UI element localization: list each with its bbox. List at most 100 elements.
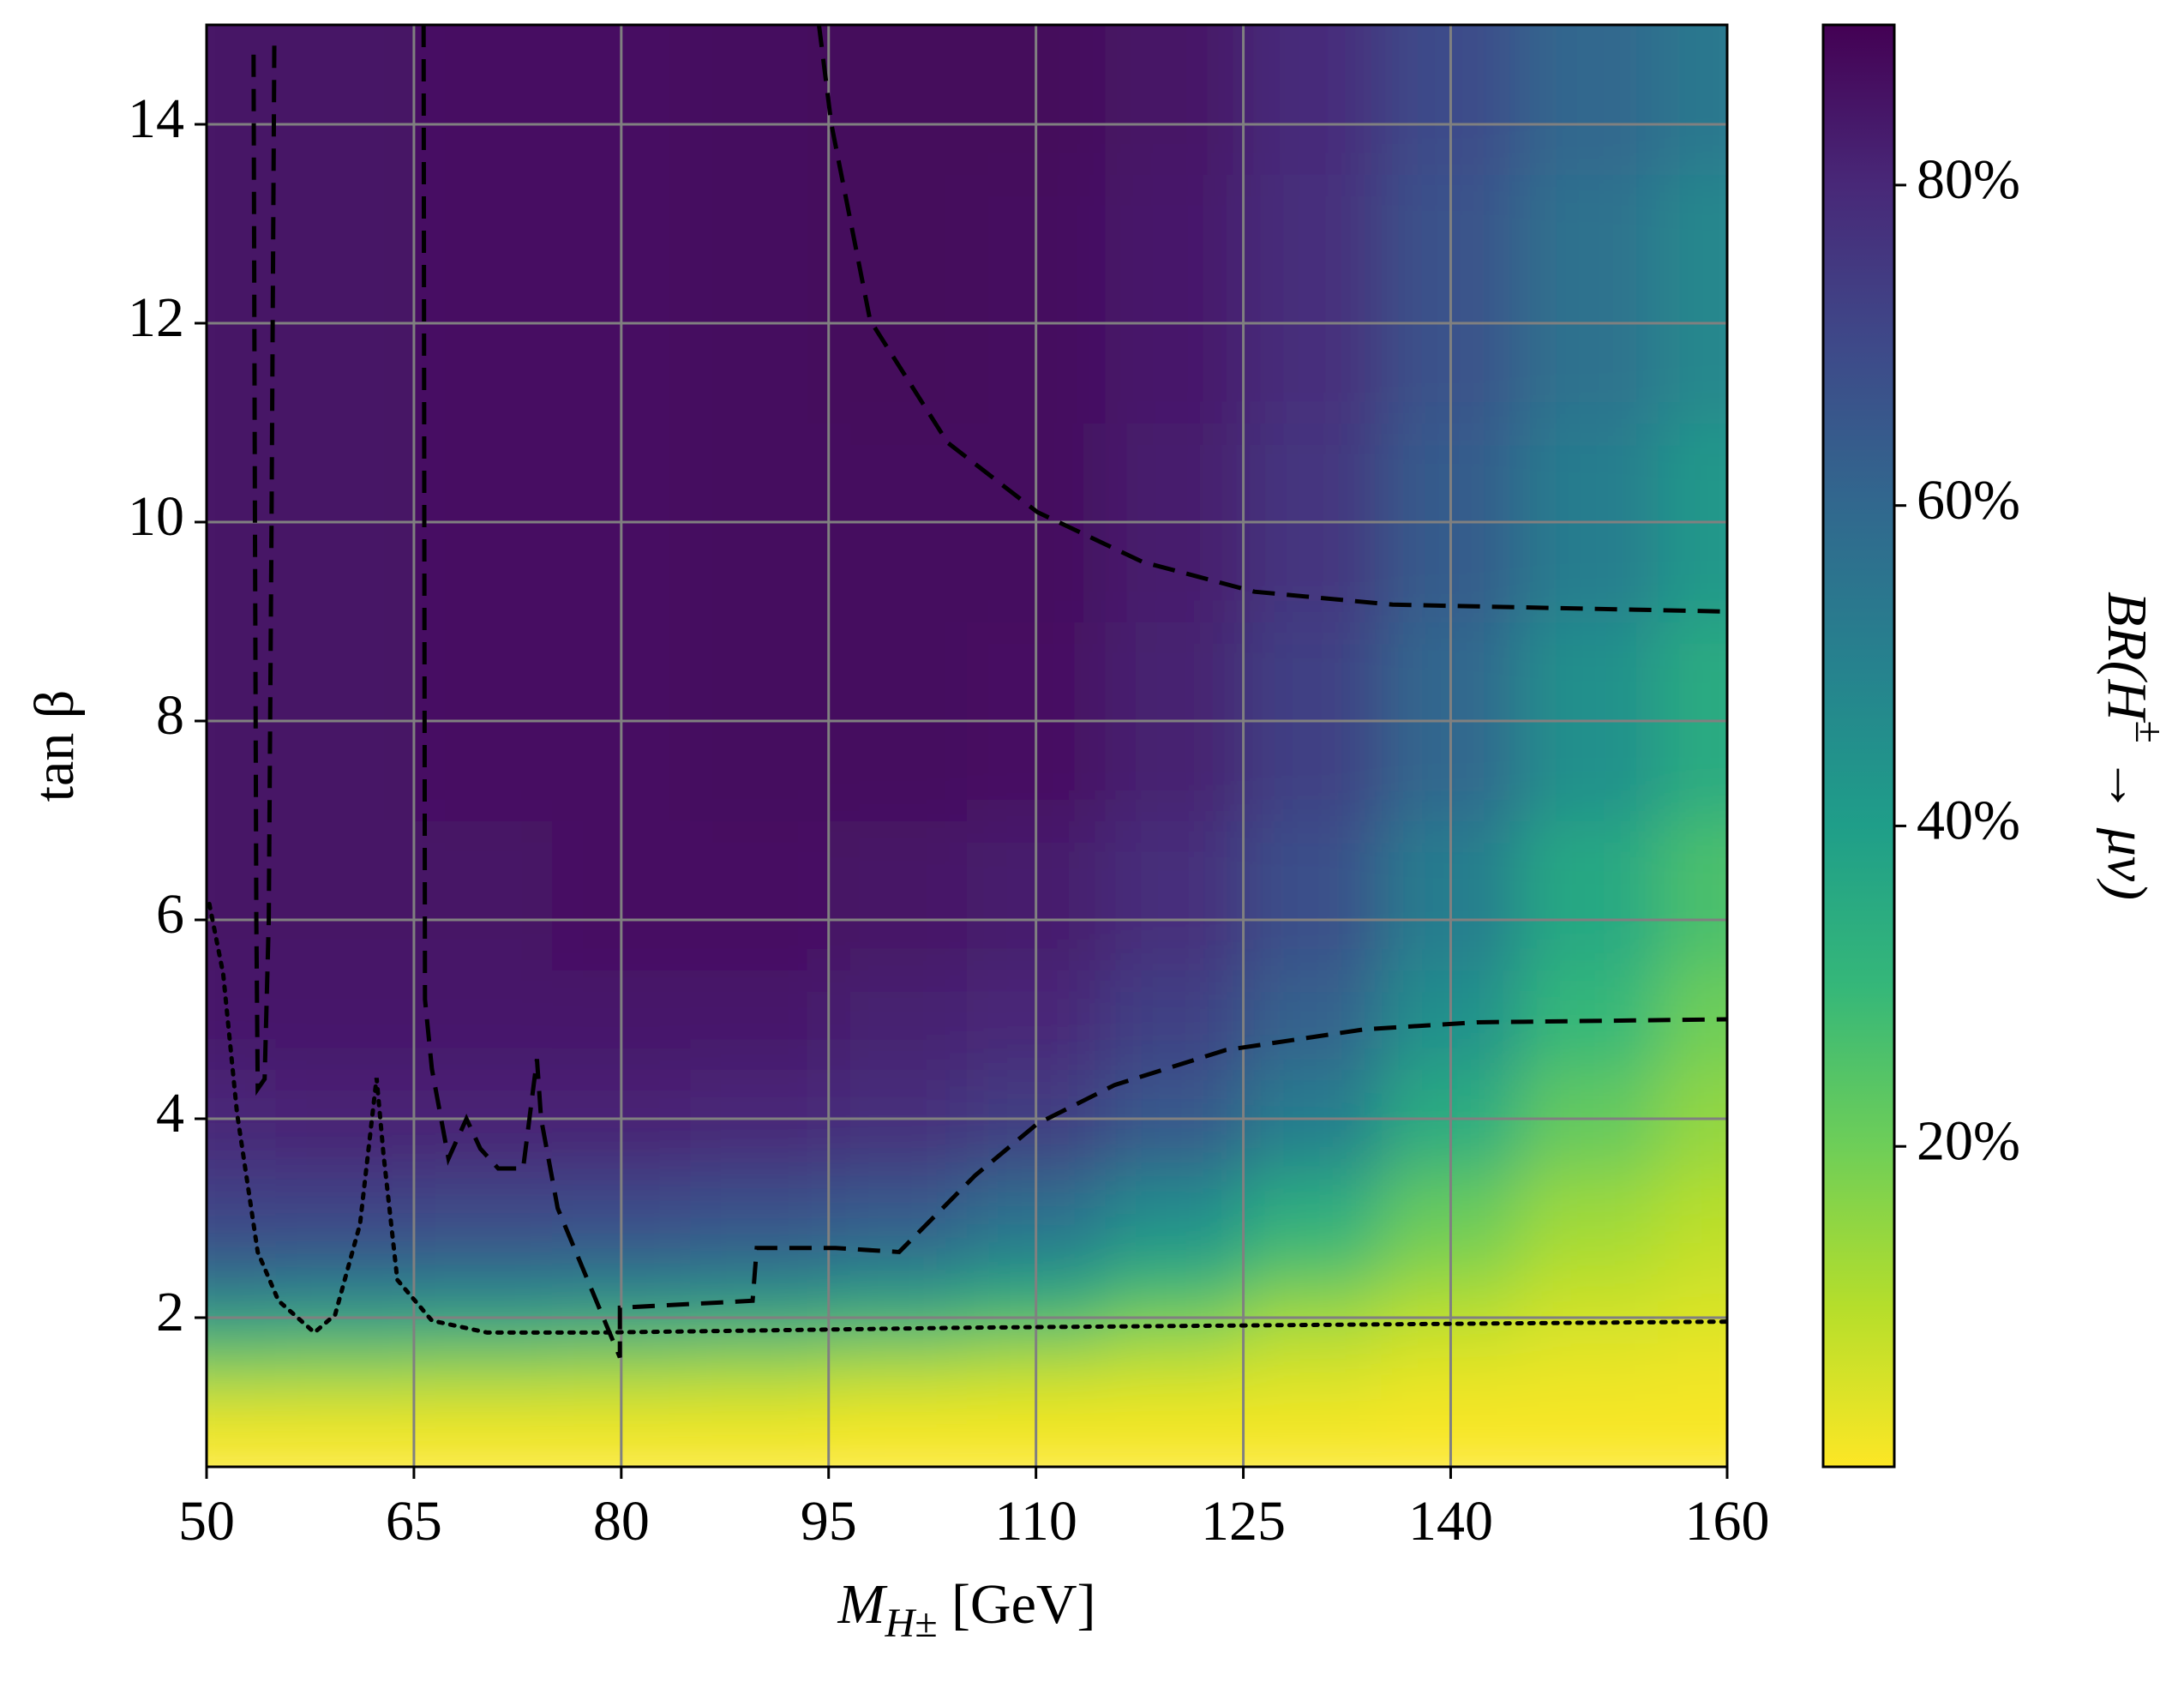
heat-cell: [207, 1343, 277, 1393]
plot-frame: [205, 23, 1729, 1469]
colorbar-tick-label: 80%: [1917, 148, 2020, 211]
x-tick-label: 110: [994, 1490, 1077, 1553]
x-label-sub: H±: [884, 1601, 937, 1646]
heat-cell: [275, 174, 415, 424]
heat-cell: [1243, 820, 1383, 970]
heat-cell: [275, 25, 415, 175]
heat-cell: [275, 970, 415, 1070]
colorbar-label-sup: ±: [2127, 720, 2172, 742]
y-tick-label: 2: [156, 1281, 184, 1343]
x-tick-label: 50: [178, 1490, 235, 1553]
heat-cell: [690, 820, 830, 970]
heat-cell: [1243, 1442, 1383, 1467]
colorbar-tick-label: 40%: [1917, 790, 2020, 852]
heat-cell: [1243, 1243, 1383, 1294]
colorbar-label-rest: → μν): [2096, 743, 2158, 900]
heat-cell: [413, 25, 554, 175]
heat-cell: [1520, 1243, 1659, 1294]
heat-cell: [1520, 1392, 1659, 1443]
heat-cell: [1658, 25, 1727, 175]
x-tick-label: 125: [1201, 1490, 1286, 1553]
dashed-line: [421, 25, 1727, 1359]
heat-cell: [1520, 1343, 1659, 1393]
y-tick-label: 12: [128, 286, 184, 349]
heat-cell: [828, 1343, 968, 1393]
heat-cell: [690, 1392, 830, 1443]
colorbar-tick-label: 60%: [1917, 469, 2020, 532]
colorbar-tick-label: 20%: [1917, 1109, 2020, 1172]
heat-cell: [1243, 1392, 1383, 1443]
y-tick-label: 10: [128, 485, 184, 548]
heat-cell: [275, 820, 415, 970]
heat-cell: [1520, 1442, 1659, 1467]
heat-cell: [207, 820, 277, 970]
heat-cell: [1520, 174, 1659, 424]
heat-cell: [413, 1442, 554, 1467]
heat-cell: [1658, 1442, 1727, 1467]
heat-cell: [1243, 1343, 1383, 1393]
heat-cell: [413, 1168, 554, 1244]
heat-cell: [828, 174, 968, 424]
colorbar-label-main: BR(H: [2096, 592, 2158, 724]
heat-cell: [690, 25, 830, 175]
dotted-line: [207, 901, 1727, 1336]
dashed-line: [251, 45, 277, 1096]
heat-cell: [207, 1243, 277, 1294]
heat-cell: [1105, 1343, 1245, 1393]
heat-cell: [1243, 1168, 1383, 1244]
heat-cell: [1243, 174, 1383, 424]
x-tick-label: 160: [1685, 1490, 1770, 1553]
heat-cell: [207, 25, 277, 175]
contours: [207, 25, 1727, 1359]
dashed-line: [816, 25, 1727, 614]
heat-cell: [413, 174, 554, 424]
heat-cell: [828, 970, 968, 1070]
heat-cell: [1658, 1343, 1727, 1393]
y-tick-label: 4: [156, 1082, 184, 1144]
heat-cell: [1105, 174, 1245, 424]
heat-cell: [1105, 25, 1245, 175]
heat-cell: [1105, 1243, 1245, 1294]
x-tick-label: 65: [386, 1490, 442, 1553]
heat-cell: [690, 970, 830, 1070]
x-label-main: M: [837, 1573, 888, 1636]
heat-cell: [690, 1442, 830, 1467]
heat-cell: [207, 1442, 277, 1467]
y-tick-label: 14: [128, 87, 184, 150]
heat-cell: [275, 1343, 415, 1393]
grid: [207, 25, 1727, 1467]
heat-cell: [828, 1442, 968, 1467]
heat-cell: [1658, 1168, 1727, 1244]
colorbar: [1821, 23, 1896, 1469]
heat-cell: [1520, 25, 1659, 175]
heat-cell: [413, 820, 554, 970]
heat-cell: [690, 174, 830, 424]
y-tick-label: 8: [156, 684, 184, 747]
heat-cell: [1658, 174, 1727, 424]
y-tick-label: 6: [156, 883, 184, 946]
heat-cell: [828, 820, 968, 970]
heat-cell: [1105, 1392, 1245, 1443]
heat-cell: [1105, 1442, 1245, 1467]
heat-cell: [690, 1168, 830, 1244]
x-tick-label: 140: [1408, 1490, 1493, 1553]
heat-cell: [1658, 1392, 1727, 1443]
heat-cell: [275, 1442, 415, 1467]
x-tick-label: 80: [593, 1490, 650, 1553]
heat-cell: [275, 1392, 415, 1443]
heatmap-cells: [207, 25, 1727, 1467]
x-axis-label: MH± [GeV]: [837, 1573, 1095, 1646]
heat-cell: [690, 1243, 830, 1294]
heat-cell: [828, 25, 968, 175]
heat-cell: [1105, 820, 1245, 970]
heat-cell: [1520, 820, 1659, 970]
x-tick-label: 95: [801, 1490, 857, 1553]
colorbar-label: BR(H± → μν): [2096, 592, 2172, 900]
heat-cell: [1105, 1168, 1245, 1244]
heat-cell: [413, 1243, 554, 1294]
heat-cell: [207, 174, 277, 424]
heat-cell: [413, 970, 554, 1070]
heat-cell: [207, 1168, 277, 1244]
